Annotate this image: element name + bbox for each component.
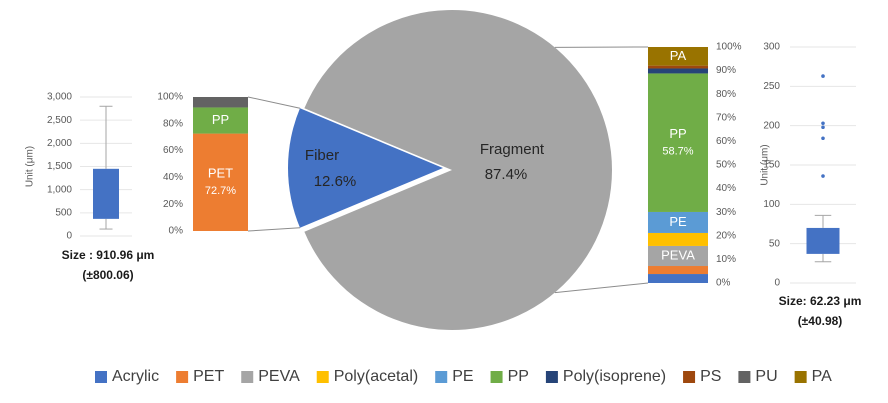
outlier [821,125,825,130]
outlier [821,121,825,126]
legend-label: PP [508,368,529,385]
y-tick-label: 90% [716,65,736,76]
y-tick-label: 80% [716,89,736,100]
legend-label: PS [700,368,721,385]
y-tick-label: 1,500 [47,161,72,172]
legend-label: PU [755,368,777,385]
box [93,168,119,219]
y-tick-label: 20% [716,230,736,241]
legend-label: PET [193,368,224,385]
y-tick-label: 20% [163,199,183,210]
slice-label: Fragment [480,141,545,158]
y-tick-label: 150 [763,160,780,171]
y-axis-label: Unit (μm) [760,144,771,185]
bar-segment [193,97,248,108]
y-tick-label: 100% [157,92,183,103]
bar-segment [648,211,708,233]
y-tick-label: 30% [716,207,736,218]
y-tick-label: 0% [169,226,184,237]
legend-label: PA [812,368,832,385]
segment-value: 72.7% [205,185,236,197]
legend-swatch [241,371,254,383]
caption: (±800.06) [82,268,133,282]
slice-value: 87.4% [485,166,528,183]
segment-label: PEVA [661,247,695,262]
y-tick-label: 60% [163,145,183,156]
y-tick-label: 3,000 [47,92,72,103]
slice-value: 12.6% [314,173,357,190]
legend-swatch [794,371,807,383]
connector [247,227,301,232]
slice-label: Fiber [305,147,339,164]
bar-segment [648,47,708,66]
y-tick-label: 50 [769,238,781,249]
legend-swatch [95,371,107,383]
legend-swatch [316,371,329,383]
legend-swatch [435,371,448,383]
y-tick-label: 80% [163,118,183,129]
y-tick-label: 2,500 [47,115,72,126]
segment-label: PET [208,166,233,181]
outlier [821,136,825,141]
pie-slice [304,10,612,330]
pie-slice [288,108,443,228]
bar-segment [648,73,708,212]
connector [554,282,649,294]
legend-label: Acrylic [112,368,159,385]
legend-swatch [738,371,751,383]
caption: Size: 62.23 μm [779,294,862,308]
outlier [821,174,825,178]
y-tick-label: 0 [774,278,780,289]
bar-segment [648,65,708,69]
bar-segment [193,133,248,231]
y-tick-label: 2,000 [47,138,72,149]
box [806,227,840,254]
legend-label: PEVA [258,368,300,385]
y-tick-label: 1,000 [47,184,72,195]
caption: Size : 910.96 μm [62,248,155,262]
y-tick-label: 10% [716,254,736,265]
y-tick-label: 50% [716,160,736,171]
y-tick-label: 100 [763,199,780,210]
outlier [821,74,825,78]
y-tick-label: 60% [716,136,736,147]
y-tick-label: 250 [763,81,780,92]
bar-segment [648,68,708,74]
legend-swatch [176,371,189,383]
legend-swatch [545,371,558,383]
y-tick-label: 40% [716,183,736,194]
bar-segment [648,232,708,246]
y-axis-label: Unit (μm) [25,146,36,187]
segment-label: PP [212,112,229,127]
bar-segment [648,266,708,275]
y-tick-label: 70% [716,112,736,123]
segment-label: PA [670,48,687,63]
y-tick-label: 0% [716,278,731,289]
legend-label: PE [452,368,473,385]
legend-swatch [490,371,503,383]
connector [247,96,301,109]
y-tick-label: 200 [763,120,780,131]
bar-segment [648,274,708,283]
bar-segment [648,245,708,267]
caption: (±40.98) [798,314,843,328]
segment-value: 58.7% [662,146,693,158]
segment-label: PE [669,214,687,229]
y-tick-label: 100% [716,42,742,53]
y-tick-label: 0 [66,231,72,242]
y-tick-label: 500 [55,207,72,218]
segment-label: PP [669,126,686,141]
y-tick-label: 40% [163,172,183,183]
legend-label: Poly(acetal) [334,368,418,385]
legend-label: Poly(isoprene) [563,368,666,385]
bar-segment [193,107,248,134]
legend-swatch [683,371,696,383]
y-tick-label: 300 [763,42,780,53]
